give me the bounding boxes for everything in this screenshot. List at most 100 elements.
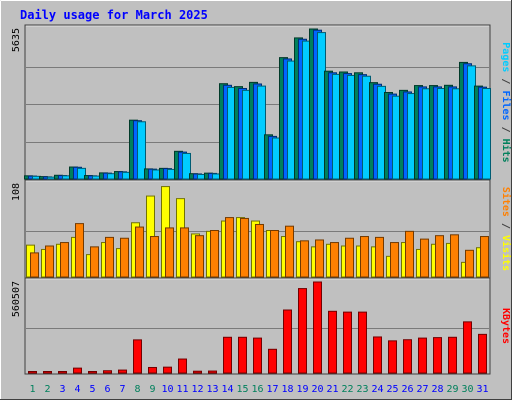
panel-3: 560507 KBytes [11,277,511,375]
panel-1: 5635 Pages / Files / Hits [11,24,512,181]
bar-kbytes-day-31 [478,333,487,374]
x-axis: 1 2 3 4 5 6 7 8 9 10 11 12 13 14 15 16 17 18 19 20 21 22 23 24 2… [29,384,488,395]
x-tick-label: 8 [134,384,140,395]
bar-sites-day-27 [420,238,429,278]
x-tick-label: 28 [431,384,443,395]
bar-kbytes-day-18 [283,309,292,374]
bar-kbytes-day-12 [193,370,202,374]
x-tick-label: 20 [311,384,323,395]
bar-kbytes-day-13 [208,370,217,374]
bar-pages-day-31 [482,87,491,180]
bar-sites-day-2 [45,245,54,278]
bar-sites-day-24 [375,236,384,278]
bar-kbytes-day-5 [88,371,97,374]
panel-max-label: 108 [11,183,22,201]
bar-sites-day-22 [345,237,354,278]
axis-label-part: / [500,217,511,235]
bar-kbytes-day-19 [298,288,307,374]
x-tick-label: 4 [74,384,80,395]
bar-sites-day-14 [225,217,234,278]
bar-sites-day-4 [75,223,84,278]
bar-sites-day-28 [435,235,444,278]
x-tick-label: 10 [161,384,173,395]
bar-sites-day-25 [390,242,399,278]
x-tick-label: 16 [251,384,263,395]
bar-sites-day-12 [195,235,204,278]
x-tick-label: 29 [446,384,458,395]
x-tick-label: 5 [89,384,95,395]
bar-sites-day-7 [120,237,129,278]
axis-label-part: Hits [500,139,512,163]
x-tick-label: 21 [326,384,338,395]
axis-label-part: Sites [500,187,512,217]
bar-kbytes-day-9 [148,366,157,374]
bar-kbytes-day-3 [58,371,67,374]
x-tick-label: 1 [29,384,35,395]
bar-kbytes-day-27 [418,337,427,374]
bar-kbytes-day-26 [403,339,412,374]
bar-kbytes-day-8 [133,339,142,374]
bar-pages-day-11 [182,152,191,180]
bar-kbytes-day-10 [163,366,172,374]
x-tick-label: 9 [149,384,155,395]
panel-max-label: 5635 [11,28,22,52]
x-tick-label: 30 [461,384,473,395]
bar-sites-day-5 [90,246,99,278]
bar-pages-day-4 [77,167,86,180]
bar-sites-day-29 [450,234,459,278]
x-tick-label: 15 [236,384,248,395]
bar-kbytes-day-15 [238,336,247,374]
x-tick-label: 24 [371,384,383,395]
panels-layer: 5635 Pages / Files / Hits 108 Sites / Visit… [11,24,512,375]
x-tick-label: 27 [416,384,428,395]
bar-sites-day-21 [330,242,339,278]
x-tick-label: 7 [119,384,125,395]
bar-kbytes-day-14 [223,336,232,374]
bar-sites-day-15 [240,217,249,278]
bar-kbytes-day-2 [43,371,52,374]
bar-kbytes-day-11 [178,358,187,374]
chart-title: Daily usage for March 2025 [20,8,208,22]
bar-sites-day-23 [360,236,369,278]
axis-label-part: / [500,121,511,139]
bar-sites-day-26 [405,230,414,278]
bar-kbytes-day-29 [448,336,457,374]
bar-kbytes-day-28 [433,337,442,374]
x-tick-label: 2 [44,384,50,395]
x-tick-label: 11 [176,384,188,395]
bar-sites-day-6 [105,236,114,278]
x-tick-label: 31 [476,384,488,395]
bar-kbytes-day-22 [343,311,352,374]
bar-kbytes-day-7 [118,369,127,374]
bar-sites-day-19 [300,240,309,278]
bar-kbytes-day-1 [28,371,37,374]
x-tick-label: 23 [356,384,368,395]
bar-kbytes-day-25 [388,340,397,374]
bar-sites-day-1 [30,252,39,278]
x-tick-label: 14 [221,384,233,395]
bar-sites-day-31 [480,236,489,278]
bar-sites-day-17 [270,230,279,278]
x-tick-label: 18 [281,384,293,395]
x-tick-label: 13 [206,384,218,395]
bar-kbytes-day-24 [373,336,382,374]
x-tick-label: 26 [401,384,413,395]
bar-kbytes-day-30 [463,321,472,374]
x-tick-label: 6 [104,384,110,395]
bar-kbytes-day-23 [358,311,367,374]
panel-axis-label: Sites / Visits [500,187,512,271]
bar-sites-day-10 [165,227,174,278]
bar-kbytes-day-6 [103,370,112,374]
x-tick-label: 17 [266,384,278,395]
bar-sites-day-30 [465,249,474,278]
x-tick-label: 3 [59,384,65,395]
bar-sites-day-20 [315,239,324,278]
bar-sites-day-16 [255,223,264,278]
axis-label-part: KBytes [500,308,511,344]
bar-kbytes-day-16 [253,337,262,374]
x-tick-label: 12 [191,384,203,395]
bar-sites-day-13 [210,230,219,278]
x-tick-label: 22 [341,384,353,395]
bar-pages-day-16 [257,85,266,180]
bar-sites-day-11 [180,227,189,278]
